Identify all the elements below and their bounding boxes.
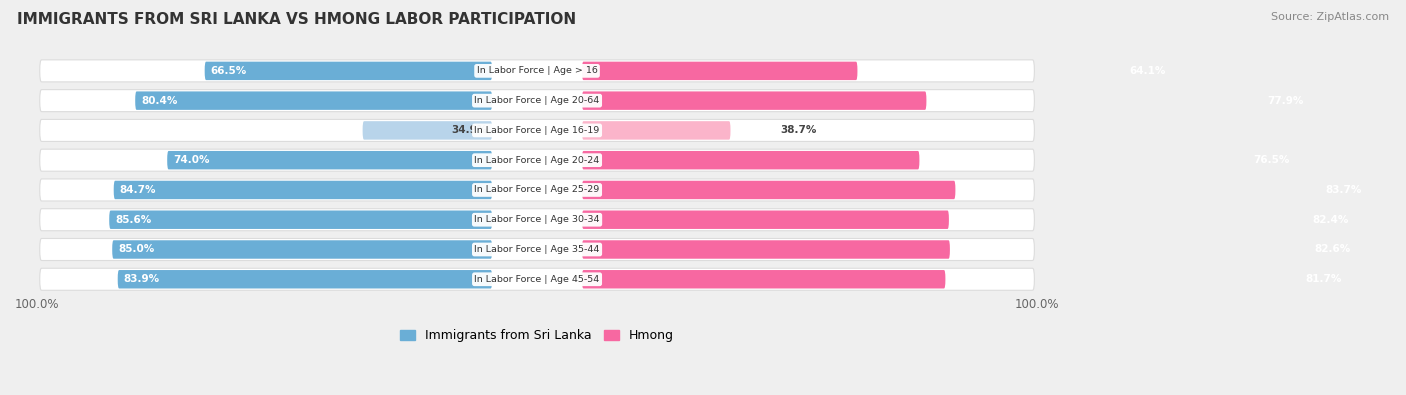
FancyBboxPatch shape <box>39 90 1035 112</box>
FancyBboxPatch shape <box>39 119 1035 141</box>
FancyBboxPatch shape <box>582 151 920 169</box>
Text: In Labor Force | Age 35-44: In Labor Force | Age 35-44 <box>474 245 600 254</box>
FancyBboxPatch shape <box>582 240 950 259</box>
Text: 77.9%: 77.9% <box>1267 96 1303 105</box>
FancyBboxPatch shape <box>582 62 858 80</box>
Text: In Labor Force | Age 30-34: In Labor Force | Age 30-34 <box>474 215 600 224</box>
Text: 83.9%: 83.9% <box>124 274 160 284</box>
Text: IMMIGRANTS FROM SRI LANKA VS HMONG LABOR PARTICIPATION: IMMIGRANTS FROM SRI LANKA VS HMONG LABOR… <box>17 12 576 27</box>
FancyBboxPatch shape <box>110 211 492 229</box>
FancyBboxPatch shape <box>582 121 731 140</box>
Text: 85.0%: 85.0% <box>118 245 155 254</box>
FancyBboxPatch shape <box>118 270 492 288</box>
Text: 82.4%: 82.4% <box>1312 215 1348 225</box>
Text: 82.6%: 82.6% <box>1315 245 1351 254</box>
FancyBboxPatch shape <box>582 270 945 288</box>
Text: Source: ZipAtlas.com: Source: ZipAtlas.com <box>1271 12 1389 22</box>
Text: In Labor Force | Age 16-19: In Labor Force | Age 16-19 <box>474 126 600 135</box>
FancyBboxPatch shape <box>39 60 1035 82</box>
Text: 66.5%: 66.5% <box>211 66 247 76</box>
Text: 34.9%: 34.9% <box>451 126 486 135</box>
Text: 74.0%: 74.0% <box>173 155 209 165</box>
Text: In Labor Force | Age > 16: In Labor Force | Age > 16 <box>477 66 598 75</box>
Text: 81.7%: 81.7% <box>1305 274 1341 284</box>
Text: 85.6%: 85.6% <box>115 215 152 225</box>
Text: 84.7%: 84.7% <box>120 185 156 195</box>
Text: In Labor Force | Age 25-29: In Labor Force | Age 25-29 <box>474 186 600 194</box>
Text: 76.5%: 76.5% <box>1253 155 1289 165</box>
FancyBboxPatch shape <box>39 179 1035 201</box>
Text: In Labor Force | Age 20-24: In Labor Force | Age 20-24 <box>474 156 600 165</box>
FancyBboxPatch shape <box>39 268 1035 290</box>
Text: 64.1%: 64.1% <box>1129 66 1166 76</box>
FancyBboxPatch shape <box>39 239 1035 261</box>
FancyBboxPatch shape <box>39 149 1035 171</box>
Text: In Labor Force | Age 20-64: In Labor Force | Age 20-64 <box>474 96 600 105</box>
Text: In Labor Force | Age 45-54: In Labor Force | Age 45-54 <box>474 275 600 284</box>
Text: 83.7%: 83.7% <box>1326 185 1362 195</box>
Text: 80.4%: 80.4% <box>141 96 177 105</box>
FancyBboxPatch shape <box>363 121 492 140</box>
FancyBboxPatch shape <box>167 151 492 169</box>
FancyBboxPatch shape <box>112 240 492 259</box>
FancyBboxPatch shape <box>582 181 956 199</box>
Text: 38.7%: 38.7% <box>780 126 817 135</box>
FancyBboxPatch shape <box>582 211 949 229</box>
FancyBboxPatch shape <box>135 91 492 110</box>
FancyBboxPatch shape <box>39 209 1035 231</box>
FancyBboxPatch shape <box>582 91 927 110</box>
Legend: Immigrants from Sri Lanka, Hmong: Immigrants from Sri Lanka, Hmong <box>399 329 673 342</box>
FancyBboxPatch shape <box>205 62 492 80</box>
FancyBboxPatch shape <box>114 181 492 199</box>
